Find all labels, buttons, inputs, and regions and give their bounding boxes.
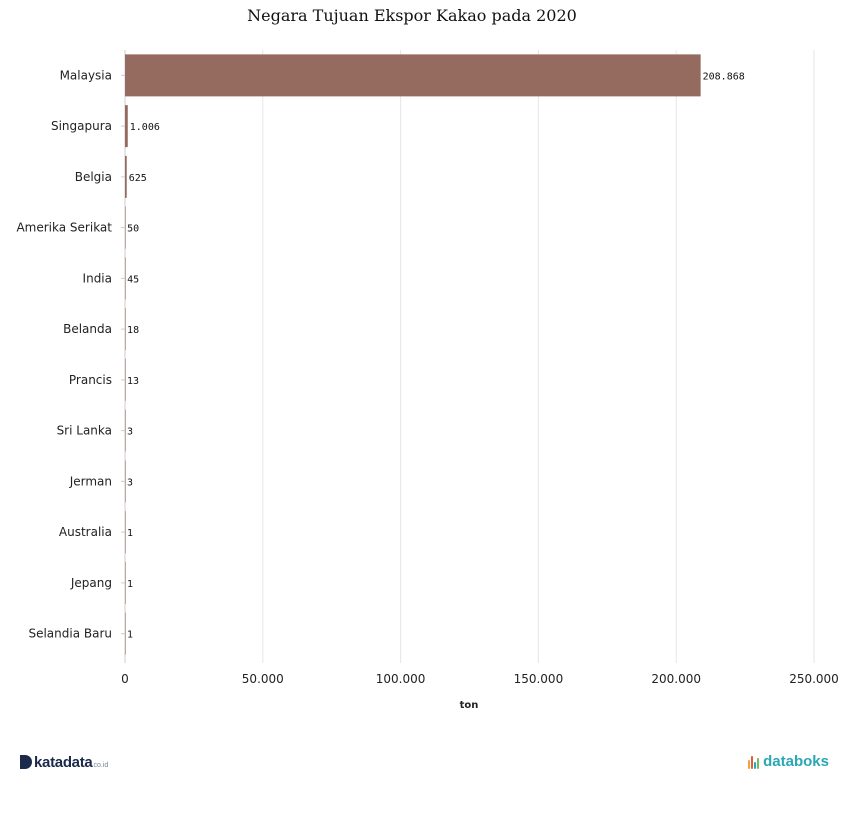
category-label: Belanda — [63, 322, 112, 336]
data-label: 1.006 — [130, 122, 160, 133]
bar — [125, 206, 126, 249]
bar — [125, 308, 126, 351]
bar — [125, 561, 126, 604]
data-label: 1 — [127, 630, 133, 641]
category-label: Singapura — [51, 119, 112, 133]
category-label: Jerman — [69, 474, 112, 488]
databoks-logo: databoks — [748, 753, 829, 770]
x-tick-label: 100.000 — [376, 672, 426, 686]
x-tick-label: 200.000 — [651, 672, 701, 686]
katadata-suffix: co.id — [93, 762, 109, 769]
bar — [125, 409, 126, 452]
bar — [125, 511, 126, 554]
labels: 0 50.000 100.000 150.000 200.000 250.000 Malay… — [16, 68, 838, 686]
bar — [125, 358, 126, 401]
data-label: 208.868 — [703, 71, 745, 82]
data-label: 1 — [127, 528, 133, 539]
x-tick-label: 0 — [121, 672, 129, 686]
category-label: Prancis — [69, 373, 112, 387]
databoks-bars-icon — [748, 755, 760, 769]
data-label: 50 — [127, 224, 139, 235]
data-label: 3 — [127, 477, 133, 488]
data-label: 13 — [127, 376, 139, 387]
katadata-mark-icon — [20, 755, 32, 769]
bars — [125, 54, 701, 655]
bar — [125, 105, 128, 148]
katadata-brand: katadata — [34, 754, 93, 771]
data-label: 3 — [127, 427, 133, 438]
x-axis-title: ton — [460, 700, 479, 711]
data-label: 625 — [129, 173, 147, 184]
category-label: Belgia — [75, 170, 112, 184]
category-label: Australia — [59, 525, 112, 539]
category-label: Jepang — [70, 576, 112, 590]
bar — [125, 612, 126, 655]
category-label: Sri Lanka — [57, 424, 112, 438]
category-label: India — [83, 271, 112, 285]
data-label: 45 — [127, 274, 139, 285]
bar — [125, 257, 126, 300]
bar — [125, 155, 127, 198]
bar — [125, 460, 126, 503]
data-label: 1 — [127, 579, 133, 590]
databoks-brand: databoks — [763, 753, 829, 770]
category-label: Selandia Baru — [28, 627, 112, 641]
data-label: 18 — [127, 325, 139, 336]
x-tick-label: 150.000 — [514, 672, 564, 686]
x-tick-label: 50.000 — [242, 672, 284, 686]
katadata-logo: katadata co.id — [20, 753, 108, 771]
category-label: Malaysia — [60, 68, 112, 82]
bar-chart: Negara Tujuan Ekspor Kakao pada 2020 0 50… — [16, 6, 838, 711]
bar — [125, 54, 701, 97]
category-label: Amerika Serikat — [16, 221, 112, 235]
x-tick-label: 250.000 — [789, 672, 839, 686]
gridlines — [121, 50, 815, 663]
chart-title: Negara Tujuan Ekspor Kakao pada 2020 — [247, 6, 577, 25]
